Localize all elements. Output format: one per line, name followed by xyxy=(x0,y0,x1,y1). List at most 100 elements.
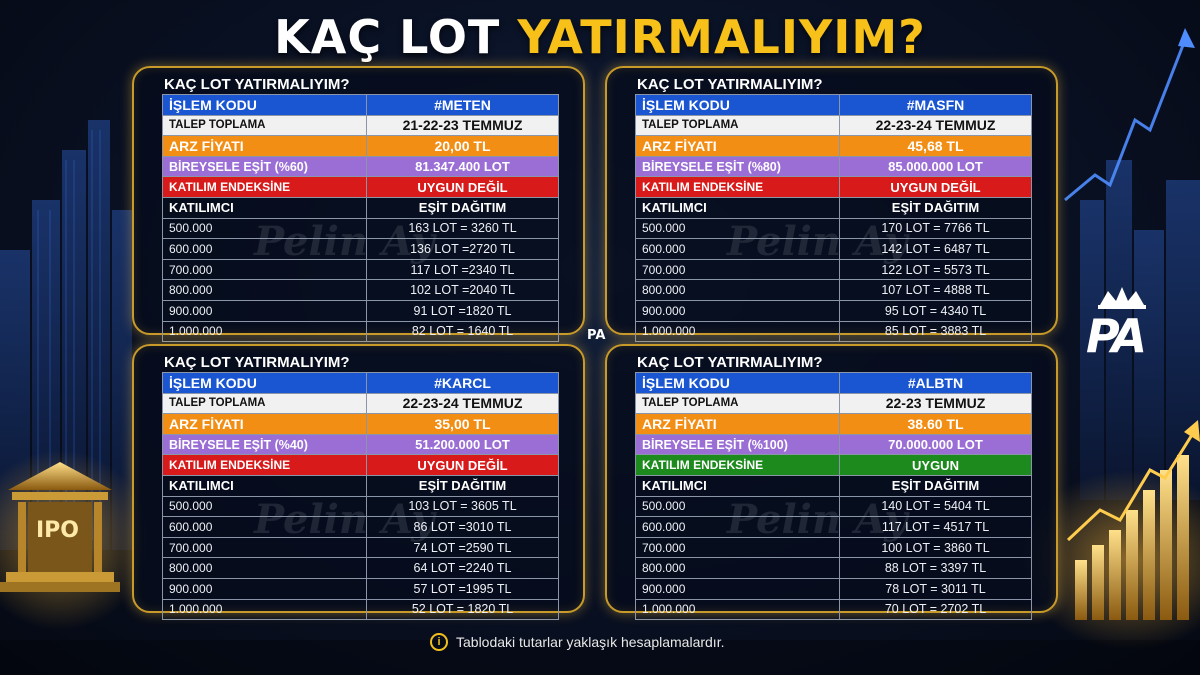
table-row: 900.000 91 LOT =1820 TL xyxy=(162,299,559,322)
title-part-gold: YATIRMALIYIM? xyxy=(517,10,926,64)
row-value: 35,00 TL xyxy=(366,413,559,435)
katilimci-cell: 900.000 xyxy=(162,577,367,600)
row-value: 21-22-23 TEMMUZ xyxy=(366,114,559,137)
katilimci-cell: 1.000.000 xyxy=(162,598,367,621)
table-row: 800.000 64 LOT =2240 TL xyxy=(162,557,559,579)
katilimci-cell: 900.000 xyxy=(635,577,840,600)
col-katilimci: KATILIMCI xyxy=(635,196,840,219)
ipo-panel-karcl: KAÇ LOT YATIRMALIYIM? Pelin Ay İŞLEM KODU #… xyxy=(132,344,585,621)
dagitim-cell: 107 LOT = 4888 TL xyxy=(839,279,1032,301)
row-value: UYGUN xyxy=(839,454,1032,476)
panel-heading: KAÇ LOT YATIRMALIYIM? xyxy=(164,76,350,93)
row-label: İŞLEM KODU xyxy=(162,372,367,394)
dagitim-cell: 117 LOT = 4517 TL xyxy=(839,516,1032,538)
dagitim-cell: 136 LOT =2720 TL xyxy=(366,238,559,260)
table-row: 1.000.000 82 LOT = 1640 TL xyxy=(162,320,559,343)
katilimci-cell: 800.000 xyxy=(635,557,840,579)
table-row: 900.000 78 LOT = 3011 TL xyxy=(635,577,1032,600)
col-esit-dagitim: EŞİT DAĞITIM xyxy=(366,474,559,497)
table-row: 700.000 100 LOT = 3860 TL xyxy=(635,536,1032,559)
table-row: 600.000 117 LOT = 4517 TL xyxy=(635,516,1032,538)
table-row: 500.000 170 LOT = 7766 TL xyxy=(635,217,1032,240)
info-icon: i xyxy=(430,633,448,651)
katilimci-cell: 700.000 xyxy=(162,258,367,281)
katilim-endeksi-row: KATILIM ENDEKSİNE UYGUN DEĞİL xyxy=(162,454,559,476)
katilim-endeksi-row: KATILIM ENDEKSİNE UYGUN xyxy=(635,454,1032,476)
row-label: ARZ FİYATI xyxy=(162,135,367,157)
talep-toplama-row: TALEP TOPLAMA 21-22-23 TEMMUZ xyxy=(162,114,559,137)
arz-fiyati-row: ARZ FİYATI 35,00 TL xyxy=(162,413,559,435)
dagitim-cell: 86 LOT =3010 TL xyxy=(366,516,559,538)
katilimci-cell: 500.000 xyxy=(162,217,367,240)
dagitim-cell: 85 LOT = 3883 TL xyxy=(839,320,1032,343)
katilim-endeksi-row: KATILIM ENDEKSİNE UYGUN DEĞİL xyxy=(635,176,1032,198)
katilimci-cell: 900.000 xyxy=(162,299,367,322)
col-katilimci: KATILIMCI xyxy=(162,474,367,497)
row-label: TALEP TOPLAMA xyxy=(635,114,840,137)
dagitim-cell: 82 LOT = 1640 TL xyxy=(366,320,559,343)
row-label: TALEP TOPLAMA xyxy=(162,392,367,415)
katilimci-cell: 700.000 xyxy=(635,258,840,281)
row-label: KATILIM ENDEKSİNE xyxy=(635,454,840,476)
talep-toplama-row: TALEP TOPLAMA 22-23 TEMMUZ xyxy=(635,392,1032,415)
dagitim-cell: 88 LOT = 3397 TL xyxy=(839,557,1032,579)
row-value: UYGUN DEĞİL xyxy=(366,454,559,476)
row-value: 85.000.000 LOT xyxy=(839,155,1032,178)
katilimci-cell: 1.000.000 xyxy=(635,320,840,343)
ipo-table: İŞLEM KODU #MASFN TALEP TOPLAMA 22-23-24 TE… xyxy=(635,94,1032,343)
row-label: BİREYSELE EŞİT (%40) xyxy=(162,433,367,456)
panel-heading: KAÇ LOT YATIRMALIYIM? xyxy=(164,354,350,371)
row-label: BİREYSELE EŞİT (%100) xyxy=(635,433,840,456)
dagitim-cell: 78 LOT = 3011 TL xyxy=(839,577,1032,600)
row-label: TALEP TOPLAMA xyxy=(635,392,840,415)
row-label: BİREYSELE EŞİT (%60) xyxy=(162,155,367,178)
dagitim-cell: 52 LOT = 1820 TL xyxy=(366,598,559,621)
table-header: KATILIMCI EŞİT DAĞITIM xyxy=(635,474,1032,497)
islem-kodu-row: İŞLEM KODU #KARCL xyxy=(162,372,559,394)
row-label: TALEP TOPLAMA xyxy=(162,114,367,137)
katilimci-cell: 600.000 xyxy=(635,238,840,260)
row-value: 22-23-24 TEMMUZ xyxy=(839,114,1032,137)
row-label: KATILIM ENDEKSİNE xyxy=(635,176,840,198)
table-row: 700.000 74 LOT =2590 TL xyxy=(162,536,559,559)
row-value: #MASFN xyxy=(839,94,1032,116)
ipo-panel-meten: KAÇ LOT YATIRMALIYIM? Pelin Ay İŞLEM KODU #… xyxy=(132,66,585,343)
table-row: 600.000 142 LOT = 6487 TL xyxy=(635,238,1032,260)
dagitim-cell: 103 LOT = 3605 TL xyxy=(366,495,559,518)
row-value: 22-23 TEMMUZ xyxy=(839,392,1032,415)
islem-kodu-row: İŞLEM KODU #METEN xyxy=(162,94,559,116)
row-label: ARZ FİYATI xyxy=(635,413,840,435)
row-value: UYGUN DEĞİL xyxy=(366,176,559,198)
table-header: KATILIMCI EŞİT DAĞITIM xyxy=(635,196,1032,219)
bireysel-row: BİREYSELE EŞİT (%60) 81.347.400 LOT xyxy=(162,155,559,178)
table-header: KATILIMCI EŞİT DAĞITIM xyxy=(162,474,559,497)
row-value: 22-23-24 TEMMUZ xyxy=(366,392,559,415)
panel-heading: KAÇ LOT YATIRMALIYIM? xyxy=(637,76,823,93)
col-katilimci: KATILIMCI xyxy=(635,474,840,497)
row-label: ARZ FİYATI xyxy=(162,413,367,435)
dagitim-cell: 170 LOT = 7766 TL xyxy=(839,217,1032,240)
islem-kodu-row: İŞLEM KODU #MASFN xyxy=(635,94,1032,116)
ipo-panel-masfn: KAÇ LOT YATIRMALIYIM? Pelin Ay İŞLEM KODU #… xyxy=(605,66,1058,343)
row-label: ARZ FİYATI xyxy=(635,135,840,157)
table-row: 1.000.000 70 LOT = 2702 TL xyxy=(635,598,1032,621)
pa-brand-logo: PA xyxy=(1082,285,1162,370)
arz-fiyati-row: ARZ FİYATI 20,00 TL xyxy=(162,135,559,157)
row-value: 70.000.000 LOT xyxy=(839,433,1032,456)
katilimci-cell: 500.000 xyxy=(162,495,367,518)
katilimci-cell: 700.000 xyxy=(162,536,367,559)
row-value: 38.60 TL xyxy=(839,413,1032,435)
row-label: BİREYSELE EŞİT (%80) xyxy=(635,155,840,178)
col-katilimci: KATILIMCI xyxy=(162,196,367,219)
row-value: UYGUN DEĞİL xyxy=(839,176,1032,198)
dagitim-cell: 70 LOT = 2702 TL xyxy=(839,598,1032,621)
katilimci-cell: 600.000 xyxy=(162,516,367,538)
arz-fiyati-row: ARZ FİYATI 45,68 TL xyxy=(635,135,1032,157)
arz-fiyati-row: ARZ FİYATI 38.60 TL xyxy=(635,413,1032,435)
dagitim-cell: 64 LOT =2240 TL xyxy=(366,557,559,579)
katilimci-cell: 800.000 xyxy=(635,279,840,301)
katilimci-cell: 600.000 xyxy=(635,516,840,538)
col-esit-dagitim: EŞİT DAĞITIM xyxy=(839,196,1032,219)
ipo-panel-albtn: KAÇ LOT YATIRMALIYIM? Pelin Ay İŞLEM KODU #… xyxy=(605,344,1058,621)
katilimci-cell: 600.000 xyxy=(162,238,367,260)
